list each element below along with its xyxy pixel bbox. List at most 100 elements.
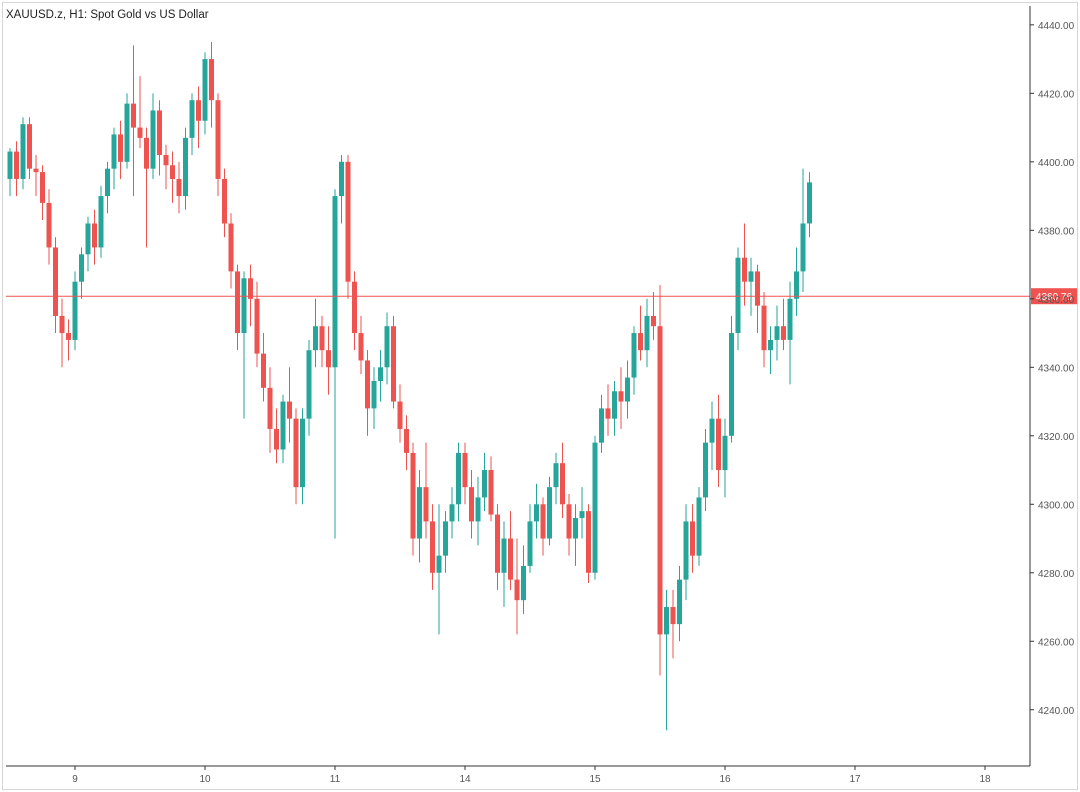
y-tick-label: 4260.00: [1038, 637, 1075, 648]
candle-body: [59, 315, 65, 334]
candle: [735, 247, 741, 351]
candle: [664, 589, 669, 731]
candle-body: [495, 514, 500, 573]
candle-body: [313, 326, 318, 351]
candle-body: [696, 497, 702, 556]
candle-body: [735, 257, 741, 334]
y-axis: 4240.00 4260.00 4280.00 4300.00 4320.00 4340.…: [1029, 6, 1075, 766]
candle-body: [144, 137, 149, 169]
candle: [417, 470, 422, 563]
candle: [144, 127, 149, 248]
candle-body: [651, 315, 656, 327]
candle: [384, 312, 390, 385]
candle-body: [274, 428, 279, 450]
candle-body: [209, 59, 214, 101]
candle: [540, 497, 546, 556]
candle: [313, 298, 318, 368]
candle-body: [365, 360, 370, 409]
candle: [670, 589, 676, 659]
x-tick-label: 11: [330, 774, 341, 785]
y-tick-label: 4440.00: [1038, 21, 1075, 32]
candle: [618, 367, 624, 429]
candle: [352, 271, 357, 351]
y-tick-label: 4320.00: [1038, 432, 1075, 443]
candle: [449, 487, 455, 539]
candle: [40, 165, 45, 221]
candle: [560, 442, 565, 518]
x-axis: 9 10 11 14 15 16 17 18: [6, 765, 1030, 785]
candle-body: [98, 196, 104, 248]
candle-body: [79, 254, 84, 282]
candle: [683, 504, 689, 601]
candle: [287, 367, 292, 443]
candle: [378, 350, 383, 402]
candle-body: [430, 521, 435, 573]
candle: [66, 319, 71, 361]
candle-body: [287, 401, 292, 419]
candle: [293, 408, 299, 505]
candle-body: [7, 151, 13, 179]
candle-body: [27, 124, 32, 169]
candle: [241, 271, 247, 419]
candle: [605, 384, 611, 436]
y-tick-label: 4400.00: [1038, 158, 1075, 169]
candle-body: [410, 452, 416, 539]
candle: [306, 339, 312, 436]
candle: [332, 189, 338, 539]
candle: [59, 298, 65, 368]
chart-title: XAUUSD.z, H1: Spot Gold vs US Dollar: [6, 9, 209, 21]
candle-body: [599, 408, 604, 443]
candle-body: [423, 487, 429, 522]
candle-body: [326, 350, 331, 368]
candle-body: [118, 134, 123, 162]
candles-layer: [7, 41, 812, 731]
candle: [300, 408, 305, 505]
candle: [92, 209, 97, 265]
candle: [391, 315, 396, 409]
candle-body: [755, 271, 760, 306]
candle: [222, 168, 227, 238]
candle: [462, 442, 468, 505]
candle: [807, 172, 812, 238]
candle-body: [189, 100, 195, 138]
candle: [436, 504, 442, 635]
candle-body: [774, 326, 780, 340]
candle-body: [729, 333, 734, 436]
y-tick-label: 4380.00: [1038, 226, 1075, 237]
candle-body: [228, 223, 234, 272]
candle-body: [631, 333, 637, 378]
x-tick-label: 14: [459, 774, 471, 785]
candle: [79, 247, 84, 299]
candle-body: [111, 134, 117, 169]
candle-body: [261, 353, 266, 388]
y-tick-label: 4360.00: [1038, 295, 1075, 306]
candle: [482, 452, 487, 512]
candle-body: [761, 305, 767, 351]
candle-body: [462, 452, 468, 488]
candle: [527, 504, 533, 573]
candle: [163, 144, 169, 190]
candle: [644, 298, 650, 368]
candle-body: [404, 428, 409, 453]
candle: [657, 285, 663, 676]
y-tick-label: 4420.00: [1038, 89, 1075, 100]
x-tick-label: 17: [849, 774, 861, 785]
candle: [599, 394, 604, 453]
candle-body: [436, 555, 442, 573]
candle-body: [566, 504, 572, 539]
candle-body: [371, 381, 377, 409]
candle: [196, 86, 201, 149]
candle: [410, 442, 416, 556]
candle: [534, 483, 539, 539]
candle: [274, 408, 279, 464]
candle-body: [176, 178, 182, 197]
candle: [768, 326, 773, 375]
candle: [72, 271, 78, 351]
candle: [235, 264, 240, 351]
candle: [612, 381, 617, 436]
candle-body: [163, 154, 169, 166]
candle: [397, 384, 403, 443]
candle: [430, 504, 435, 590]
